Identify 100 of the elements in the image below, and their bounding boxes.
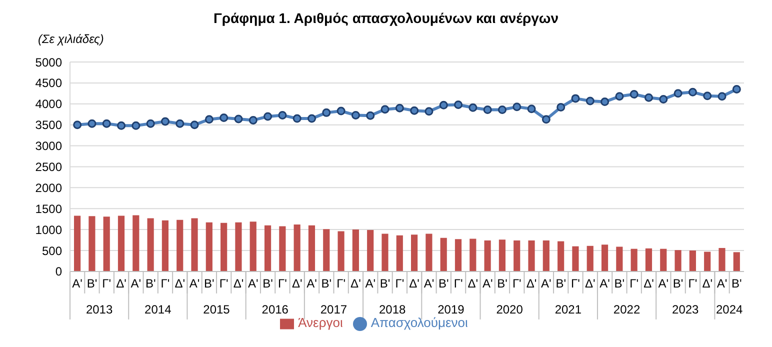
x-tick-label: Δ': [350, 276, 361, 290]
bar: [645, 248, 652, 272]
point: [234, 114, 243, 124]
text: 2024: [716, 302, 744, 316]
bar: [426, 234, 432, 272]
x-tick-label: Α': [72, 276, 82, 290]
text: 2021: [554, 302, 582, 316]
point: [380, 105, 390, 114]
point: [395, 104, 404, 112]
bar: [718, 248, 726, 272]
x-tick-label: Γ': [688, 276, 698, 290]
text: 2020: [496, 302, 524, 316]
x-tick-label: Α': [424, 276, 434, 290]
x-tick-label: Β': [497, 276, 508, 290]
text: 2023: [672, 302, 700, 316]
point: [308, 114, 316, 123]
x-tick-label: Α': [600, 276, 610, 290]
point: [366, 111, 375, 120]
y-tick-label: 500: [42, 244, 62, 258]
bar: [103, 216, 110, 272]
point: [718, 92, 726, 101]
point: [117, 121, 126, 130]
bar: [498, 240, 506, 272]
point: [659, 95, 668, 104]
point: [483, 106, 492, 114]
bar: [264, 225, 272, 272]
x-tick-label: Γ': [102, 276, 112, 290]
point: [160, 117, 170, 126]
x-tick-label: Γ': [571, 276, 580, 290]
bar: [601, 244, 608, 272]
point: [703, 92, 712, 100]
bar: [323, 229, 330, 272]
x-tick-label: Α': [248, 276, 258, 290]
point: [527, 104, 536, 114]
point: [190, 120, 199, 130]
point: [322, 108, 331, 117]
bar: [352, 230, 359, 272]
bar: [250, 222, 256, 272]
bar: [132, 215, 140, 272]
bar: [191, 218, 198, 272]
x-tick-label: Β': [672, 276, 684, 290]
point: [336, 106, 346, 116]
bar: [528, 240, 535, 272]
point: [498, 106, 506, 114]
point: [586, 96, 594, 106]
bar: [411, 234, 418, 272]
x-tick-label: Γ': [278, 276, 287, 290]
point: [454, 100, 463, 109]
point: [468, 103, 478, 112]
point: [615, 92, 624, 101]
x-tick-label: Δ': [584, 276, 596, 290]
x-tick-label: Δ': [116, 276, 126, 290]
x-tick-label: Γ': [160, 276, 170, 290]
x-tick-label: Δ': [292, 276, 302, 290]
bar: [616, 246, 623, 272]
bar: [484, 240, 491, 272]
bar: [206, 222, 212, 272]
point: [102, 119, 111, 128]
x-tick-label: Β': [614, 276, 625, 290]
x-tick-label: Δ': [409, 276, 420, 290]
y-tick-label: 0: [55, 264, 62, 279]
point: [176, 119, 184, 128]
x-tick-label: Γ': [630, 276, 639, 290]
point: [248, 116, 258, 124]
x-tick-label: Γ': [395, 276, 404, 290]
point: [220, 113, 228, 122]
bar: [74, 216, 81, 272]
bar: [88, 216, 96, 272]
y-tick-label: 5000: [35, 55, 62, 70]
point: [292, 114, 302, 123]
point: [204, 115, 214, 124]
point: [630, 90, 638, 99]
point: [732, 84, 741, 94]
point: [73, 120, 82, 130]
y-tick-label: 2000: [35, 180, 62, 195]
y-axis-title: (Σε χιλιάδες): [38, 32, 104, 46]
x-tick-label: Α': [716, 276, 728, 290]
bar: [176, 220, 184, 272]
point: [439, 100, 448, 110]
text: 2019: [438, 302, 465, 316]
bar: [308, 225, 316, 272]
x-tick-label: Δ': [644, 276, 654, 290]
x-tick-label: Δ': [468, 276, 478, 290]
point: [512, 102, 522, 112]
bar: [294, 224, 300, 272]
x-tick-label: Α': [541, 276, 552, 290]
legend-label: Άνεργοι: [298, 315, 343, 330]
bar: [542, 240, 550, 272]
bar: [220, 222, 228, 272]
x-tick-label: Γ': [336, 276, 346, 290]
text: 2016: [262, 302, 289, 316]
x-tick-label: Γ': [219, 276, 228, 290]
bar: [674, 250, 682, 272]
x-tick-label: Α': [365, 276, 376, 290]
bar: [586, 246, 594, 272]
x-tick-label: Β': [262, 276, 273, 290]
point: [278, 110, 287, 120]
y-tick-label: 4500: [35, 76, 62, 90]
text: 2013: [86, 302, 113, 316]
text: 2018: [378, 302, 406, 316]
